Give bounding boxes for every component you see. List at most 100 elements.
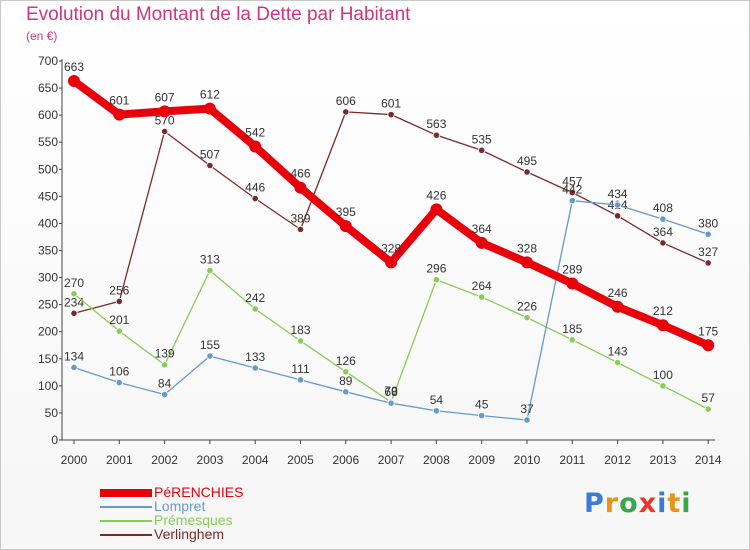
data-point bbox=[294, 181, 307, 194]
legend-swatch-verlinghem bbox=[100, 534, 152, 536]
x-tick-label: 2010 bbox=[514, 453, 541, 467]
data-point bbox=[115, 327, 123, 335]
data-label: 45 bbox=[475, 398, 489, 412]
y-tick-label: 250 bbox=[38, 298, 58, 312]
data-point bbox=[613, 358, 622, 367]
data-label: 155 bbox=[200, 338, 220, 352]
data-point bbox=[704, 259, 712, 267]
data-label: 139 bbox=[155, 347, 175, 361]
data-label: 535 bbox=[472, 132, 492, 146]
data-label: 270 bbox=[64, 276, 84, 290]
data-label: 395 bbox=[336, 205, 356, 219]
y-tick-label: 600 bbox=[38, 108, 58, 122]
legend-swatch-lompret bbox=[100, 506, 152, 508]
logo-letter: r bbox=[604, 488, 620, 519]
y-tick-label: 0 bbox=[51, 433, 58, 447]
data-label: 133 bbox=[245, 350, 265, 364]
data-label: 442 bbox=[562, 183, 582, 197]
data-point bbox=[161, 390, 169, 399]
data-label: 380 bbox=[698, 216, 718, 230]
data-point bbox=[478, 412, 486, 420]
data-point bbox=[523, 168, 531, 176]
data-point bbox=[430, 203, 443, 216]
data-point bbox=[161, 127, 169, 135]
x-tick-label: 2004 bbox=[242, 453, 269, 467]
legend-label-premesques: Prémesques bbox=[154, 512, 233, 528]
data-point bbox=[659, 239, 667, 247]
data-point bbox=[251, 305, 259, 313]
y-tick-label: 550 bbox=[38, 135, 58, 149]
y-tick-label: 100 bbox=[38, 379, 58, 393]
y-tick-label: 450 bbox=[38, 189, 58, 203]
data-label: 328 bbox=[517, 241, 537, 255]
data-point bbox=[206, 266, 214, 275]
data-label: 364 bbox=[653, 225, 673, 239]
x-tick-label: 2005 bbox=[287, 453, 314, 467]
data-point bbox=[659, 215, 667, 223]
data-point bbox=[432, 407, 440, 415]
logo-letter: x bbox=[638, 488, 658, 519]
data-point bbox=[387, 111, 395, 119]
data-label: 111 bbox=[291, 362, 310, 376]
legend-label-verlinghem: Verlinghem bbox=[154, 526, 225, 542]
chart-subtitle: (en €) bbox=[26, 29, 58, 43]
data-label: 89 bbox=[339, 374, 353, 388]
data-label: 570 bbox=[155, 113, 175, 127]
y-tick-label: 700 bbox=[38, 54, 58, 68]
x-tick-label: 2001 bbox=[106, 453, 133, 467]
data-point bbox=[568, 336, 576, 344]
data-point bbox=[342, 368, 350, 376]
data-point bbox=[70, 290, 78, 298]
data-point bbox=[523, 314, 531, 322]
data-point bbox=[478, 293, 486, 301]
data-point bbox=[70, 363, 78, 372]
proxiti-logo: Proxiti bbox=[584, 488, 692, 519]
data-point bbox=[342, 108, 350, 116]
x-tick-label: 2007 bbox=[378, 453, 405, 467]
data-label: 201 bbox=[109, 313, 129, 327]
data-point bbox=[158, 105, 171, 118]
data-label: 183 bbox=[290, 323, 310, 337]
data-label: 226 bbox=[517, 300, 537, 314]
data-label: 54 bbox=[430, 393, 444, 407]
data-label: 327 bbox=[698, 245, 718, 259]
x-tick-label: 2009 bbox=[468, 453, 495, 467]
data-point bbox=[659, 382, 667, 390]
data-label: 466 bbox=[290, 167, 310, 181]
x-tick-label: 2013 bbox=[650, 453, 677, 467]
data-point bbox=[566, 277, 579, 290]
y-tick-label: 300 bbox=[38, 271, 58, 285]
data-point bbox=[296, 376, 305, 384]
data-label: 389 bbox=[290, 211, 310, 225]
data-point bbox=[68, 75, 80, 88]
data-label: 126 bbox=[336, 354, 356, 368]
series-line-3 bbox=[73, 111, 709, 314]
y-tick-label: 200 bbox=[38, 325, 58, 339]
chart-title: Evolution du Montant de la Dette par Hab… bbox=[26, 4, 411, 25]
data-point bbox=[568, 197, 576, 205]
data-label: 446 bbox=[245, 181, 265, 195]
data-label: 296 bbox=[426, 262, 446, 276]
logo-letter: o bbox=[619, 488, 639, 519]
data-label: 212 bbox=[653, 304, 673, 318]
data-label: 612 bbox=[200, 88, 220, 102]
data-point bbox=[203, 102, 216, 115]
data-point bbox=[523, 416, 531, 424]
data-label: 134 bbox=[64, 349, 84, 363]
data-label: 606 bbox=[336, 94, 356, 108]
data-point bbox=[249, 140, 262, 153]
data-point bbox=[613, 212, 622, 220]
data-label: 70 bbox=[384, 384, 398, 398]
data-label: 57 bbox=[702, 391, 716, 405]
data-label: 289 bbox=[562, 263, 582, 277]
x-tick-label: 2008 bbox=[423, 453, 450, 467]
legend-label-perenchies: PéRENCHIES bbox=[154, 484, 244, 500]
data-point bbox=[385, 256, 398, 269]
data-label: 264 bbox=[472, 279, 492, 293]
y-tick-label: 350 bbox=[38, 244, 58, 258]
data-point bbox=[475, 236, 488, 249]
data-label: 84 bbox=[158, 377, 172, 391]
logo-letter: i bbox=[681, 488, 692, 519]
data-label: 242 bbox=[245, 291, 265, 305]
